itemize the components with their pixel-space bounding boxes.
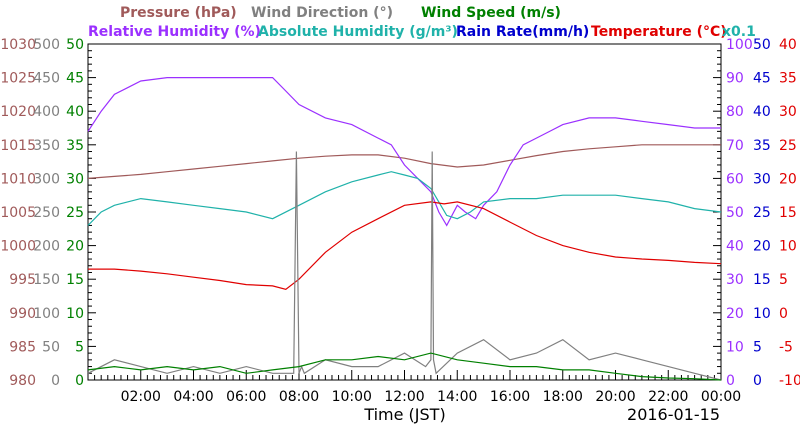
x-tick-label: 06:00 — [226, 389, 266, 405]
y-tick-wind-speed: 0 — [75, 373, 84, 389]
y-tick-temperature: 10 — [779, 239, 797, 255]
y-tick-temperature: 20 — [779, 171, 797, 187]
y-tick-pressure: 1010 — [0, 171, 36, 187]
y-tick-relative-humidity: 40 — [726, 239, 744, 255]
y-tick-pressure: 980 — [9, 373, 36, 389]
y-tick-rain-rate: 0 — [753, 373, 762, 389]
series-wind-direction-line — [87, 151, 722, 381]
y-tick-temperature: 30 — [779, 104, 797, 120]
y-tick-pressure: 1020 — [0, 104, 36, 120]
y-tick-wind-direction: 500 — [33, 37, 60, 53]
y-tick-wind-speed: 10 — [66, 306, 84, 322]
y-tick-pressure: 995 — [9, 272, 36, 288]
y-tick-wind-direction: 50 — [42, 339, 60, 355]
series-pressure-hpa-line — [87, 144, 721, 179]
y-tick-wind-direction: 0 — [51, 373, 60, 389]
y-tick-relative-humidity: 100 — [726, 37, 753, 53]
series-absolute-humidity-g-m-line — [87, 171, 722, 226]
y-tick-pressure: 985 — [9, 339, 36, 355]
y-tick-wind-speed: 15 — [66, 272, 84, 288]
legend-rain-rate: Rain Rate(mm/h) — [456, 24, 589, 40]
y-tick-relative-humidity: 60 — [726, 171, 744, 187]
y-tick-relative-humidity: 20 — [726, 306, 744, 322]
y-tick-relative-humidity: 90 — [726, 71, 744, 87]
legend-wind-speed: Wind Speed (m/s) — [421, 5, 561, 21]
series-relative-humidity-line — [87, 76, 721, 227]
series-layer — [87, 76, 722, 381]
y-tick-wind-direction: 150 — [33, 272, 60, 288]
y-tick-rain-rate: 45 — [753, 71, 771, 87]
y-tick-rain-rate: 40 — [753, 104, 771, 120]
axes-layer: 1030102510201015101010051000995990985980… — [0, 37, 800, 405]
y-tick-temperature: 15 — [779, 205, 797, 221]
y-tick-pressure: 1015 — [0, 138, 36, 154]
y-tick-temperature: 25 — [779, 138, 797, 154]
y-tick-pressure: 990 — [9, 306, 36, 322]
y-tick-relative-humidity: 30 — [726, 272, 744, 288]
x-tick-label: 02:00 — [121, 389, 161, 405]
y-tick-pressure: 1005 — [0, 205, 36, 221]
y-tick-pressure: 1000 — [0, 239, 36, 255]
y-tick-temperature: 5 — [779, 272, 788, 288]
x-tick-label: 14:00 — [437, 389, 477, 405]
legend-relative-humidity: Relative Humidity (%) — [88, 24, 261, 40]
y-tick-relative-humidity: 50 — [726, 205, 744, 221]
x-tick-label: 08:00 — [279, 389, 319, 405]
y-tick-rain-rate: 20 — [753, 239, 771, 255]
x-tick-label: 20:00 — [595, 389, 635, 405]
x-tick-label: 22:00 — [648, 389, 688, 405]
x-tick-label: 10:00 — [332, 389, 372, 405]
y-tick-rain-rate: 15 — [753, 272, 771, 288]
y-tick-wind-direction: 300 — [33, 171, 60, 187]
plot-frame — [87, 43, 722, 381]
legend-absolute-humidity: Absolute Humidity (g/m³) — [258, 24, 458, 40]
y-tick-wind-direction: 350 — [33, 138, 60, 154]
y-tick-relative-humidity: 10 — [726, 339, 744, 355]
legend-temperature: Temperature (°C) — [591, 24, 727, 40]
date-label: 2016-01-15 — [627, 405, 720, 424]
y-tick-pressure: 1025 — [0, 71, 36, 87]
rain-multiplier-label: x0.1 — [722, 24, 756, 40]
y-tick-wind-speed: 5 — [75, 339, 84, 355]
y-tick-wind-direction: 400 — [33, 104, 60, 120]
x-axis-label: Time (JST) — [363, 405, 445, 424]
x-tick-label: 04:00 — [173, 389, 213, 405]
series-temperature-c-line — [88, 201, 722, 290]
legend-pressure: Pressure (hPa) — [120, 5, 237, 21]
y-tick-rain-rate: 25 — [753, 205, 771, 221]
y-tick-temperature: 40 — [779, 37, 797, 53]
y-tick-wind-speed: 50 — [66, 37, 84, 53]
y-tick-wind-direction: 450 — [33, 71, 60, 87]
x-tick-label: 16:00 — [490, 389, 530, 405]
y-tick-wind-direction: 250 — [33, 205, 60, 221]
y-tick-wind-speed: 25 — [66, 205, 84, 221]
y-tick-rain-rate: 35 — [753, 138, 771, 154]
x-tick-label: 12:00 — [384, 389, 424, 405]
series-wind-speed-m-s-line — [87, 352, 722, 381]
y-tick-rain-rate: 50 — [753, 37, 771, 53]
legend-wind-direction: Wind Direction (°) — [251, 5, 393, 21]
y-tick-wind-direction: 200 — [33, 239, 60, 255]
y-tick-wind-speed: 35 — [66, 138, 84, 154]
y-tick-wind-speed: 20 — [66, 239, 84, 255]
y-tick-temperature: -5 — [779, 339, 793, 355]
y-tick-temperature: 0 — [779, 306, 788, 322]
x-tick-label: 00:00 — [701, 389, 741, 405]
y-tick-rain-rate: 10 — [753, 306, 771, 322]
y-tick-rain-rate: 5 — [753, 339, 762, 355]
y-tick-relative-humidity: 0 — [726, 373, 735, 389]
y-tick-wind-speed: 40 — [66, 104, 84, 120]
y-tick-relative-humidity: 70 — [726, 138, 744, 154]
y-tick-pressure: 1030 — [0, 37, 36, 53]
y-tick-wind-speed: 30 — [66, 171, 84, 187]
y-tick-rain-rate: 30 — [753, 171, 771, 187]
y-tick-temperature: 35 — [779, 71, 797, 87]
y-tick-wind-direction: 100 — [33, 306, 60, 322]
y-tick-temperature: -10 — [779, 373, 800, 389]
y-tick-wind-speed: 45 — [66, 71, 84, 87]
y-tick-relative-humidity: 80 — [726, 104, 744, 120]
x-tick-label: 18:00 — [543, 389, 583, 405]
